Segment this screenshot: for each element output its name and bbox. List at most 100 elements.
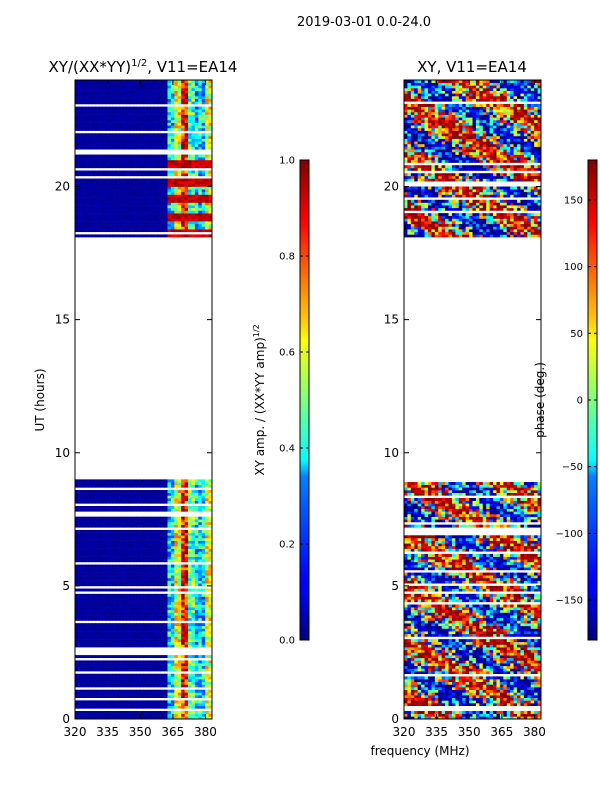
heatmap-cell bbox=[78, 495, 83, 499]
heatmap-cell bbox=[208, 705, 213, 709]
heatmap-cell bbox=[102, 655, 107, 659]
heatmap-cell bbox=[109, 713, 114, 717]
heatmap-cell bbox=[194, 716, 199, 720]
heatmap-cell bbox=[136, 599, 141, 603]
heatmap-cell bbox=[112, 87, 117, 91]
heatmap-cell bbox=[119, 713, 124, 717]
heatmap-cell bbox=[81, 612, 86, 616]
heatmap-cell bbox=[201, 716, 206, 720]
heatmap-cell bbox=[201, 506, 206, 509]
heatmap-cell bbox=[153, 498, 158, 501]
heatmap-cell bbox=[150, 194, 155, 198]
heatmap-cell bbox=[119, 665, 124, 669]
heatmap-cell bbox=[205, 575, 209, 579]
heatmap-cell bbox=[194, 87, 199, 91]
heatmap-cell bbox=[98, 713, 103, 717]
heatmap-cell bbox=[198, 665, 203, 669]
heatmap-cell bbox=[105, 593, 110, 597]
heatmap-cell bbox=[140, 119, 144, 123]
heatmap-cell bbox=[174, 628, 179, 632]
heatmap-cell bbox=[146, 226, 151, 230]
heatmap-cell bbox=[177, 519, 182, 523]
heatmap-cell bbox=[102, 583, 107, 587]
heatmap-cell bbox=[126, 205, 131, 209]
heatmap-cell bbox=[174, 668, 179, 672]
heatmap-cell bbox=[157, 695, 162, 698]
heatmap-cell bbox=[78, 226, 83, 230]
heatmap-cell bbox=[116, 532, 120, 536]
heatmap-cell bbox=[105, 199, 110, 203]
heatmap-cell bbox=[146, 218, 151, 222]
heatmap-cell bbox=[208, 516, 213, 520]
heatmap-cell bbox=[126, 575, 131, 579]
heatmap-cell bbox=[146, 633, 151, 637]
heatmap-cell bbox=[119, 660, 124, 664]
heatmap-cell bbox=[105, 135, 110, 139]
heatmap-cell bbox=[133, 226, 138, 230]
heatmap-cell bbox=[85, 508, 90, 512]
heatmap-cell bbox=[140, 125, 144, 129]
heatmap-cell bbox=[95, 577, 100, 581]
heatmap-cell bbox=[146, 98, 151, 102]
heatmap-cell bbox=[146, 572, 151, 576]
heatmap-cell bbox=[194, 202, 199, 206]
heatmap-cell bbox=[75, 191, 79, 195]
heatmap-cell bbox=[122, 615, 127, 619]
heatmap-cell bbox=[174, 700, 179, 704]
heatmap-cell bbox=[184, 191, 189, 195]
heatmap-cell bbox=[167, 173, 172, 177]
heatmap-cell bbox=[92, 205, 96, 209]
heatmap-cell bbox=[78, 482, 83, 485]
heatmap-cell bbox=[177, 673, 182, 677]
heatmap-cell bbox=[164, 588, 168, 592]
heatmap-cell bbox=[170, 572, 175, 576]
heatmap-cell bbox=[150, 543, 155, 547]
heatmap-cell bbox=[143, 681, 148, 685]
heatmap-cell bbox=[133, 532, 138, 536]
heatmap-cell bbox=[174, 157, 179, 161]
heatmap-cell bbox=[205, 599, 209, 603]
heatmap-cell bbox=[167, 226, 172, 230]
heatmap-cell bbox=[88, 197, 93, 201]
heatmap-cell bbox=[95, 498, 100, 501]
heatmap-cell bbox=[105, 679, 110, 683]
heatmap-cell bbox=[181, 138, 185, 142]
heatmap-cell bbox=[140, 703, 144, 706]
heatmap-cell bbox=[198, 543, 203, 547]
heatmap-cell bbox=[188, 564, 192, 568]
heatmap-cell bbox=[188, 199, 192, 203]
heatmap-cell bbox=[160, 215, 165, 219]
heatmap-cell bbox=[174, 676, 179, 680]
heatmap-cell bbox=[109, 495, 114, 499]
heatmap-cell bbox=[201, 194, 206, 198]
heatmap-cell bbox=[146, 498, 151, 501]
heatmap-cell bbox=[112, 711, 117, 714]
heatmap-cell bbox=[150, 106, 155, 110]
heatmap-cell bbox=[109, 141, 114, 145]
heatmap-cell bbox=[164, 119, 168, 123]
heatmap-cell bbox=[164, 234, 168, 238]
heatmap-cell bbox=[146, 109, 151, 113]
heatmap-cell bbox=[143, 535, 148, 539]
heatmap-cell bbox=[92, 628, 96, 632]
heatmap-cell bbox=[129, 545, 134, 549]
heatmap-cell bbox=[133, 125, 138, 129]
heatmap-cell bbox=[188, 178, 192, 182]
heatmap-cell bbox=[140, 599, 144, 603]
heatmap-cell bbox=[188, 625, 192, 629]
heatmap-cell bbox=[129, 601, 134, 605]
heatmap-cell bbox=[92, 663, 96, 667]
heatmap-cell bbox=[88, 85, 93, 89]
heatmap-cell bbox=[188, 490, 192, 493]
heatmap-cell bbox=[109, 607, 114, 611]
heatmap-cell bbox=[167, 604, 172, 608]
heatmap-cell bbox=[157, 189, 162, 193]
heatmap-cell bbox=[157, 146, 162, 150]
heatmap-cell bbox=[167, 631, 172, 635]
heatmap-cell bbox=[208, 553, 213, 557]
heatmap-cell bbox=[184, 519, 189, 523]
heatmap-cell bbox=[116, 524, 120, 528]
heatmap-cell bbox=[133, 194, 138, 198]
heatmap-cell bbox=[184, 692, 189, 696]
heatmap-cell bbox=[126, 80, 131, 83]
